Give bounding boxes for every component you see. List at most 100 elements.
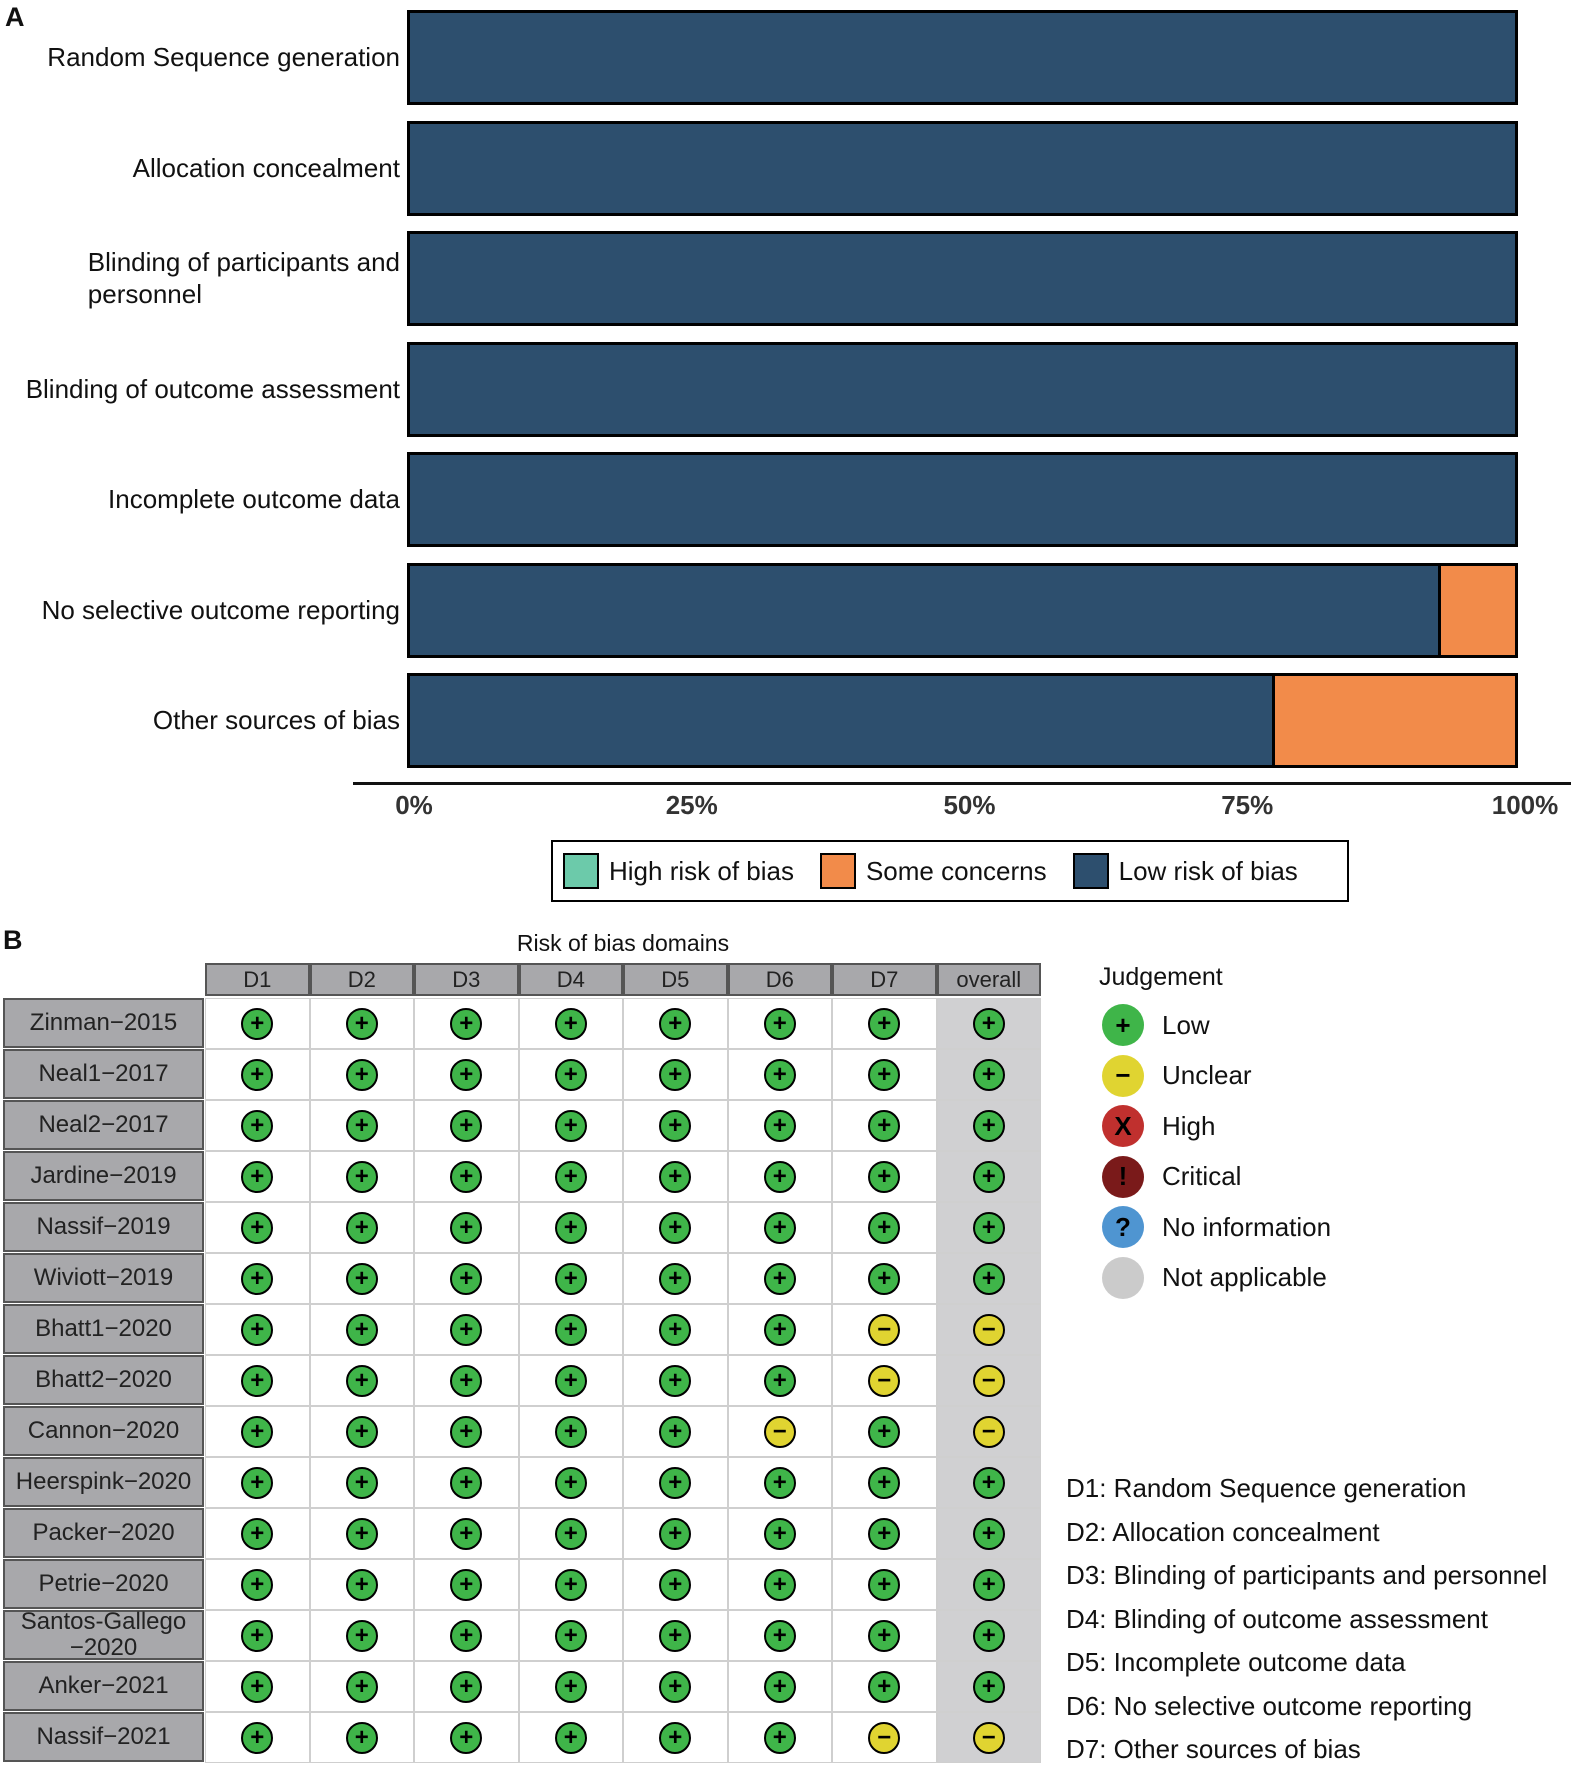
low-risk-icon: + [345, 1364, 378, 1397]
judgement-label: Not applicable [1162, 1262, 1327, 1292]
judgement-cell: + [414, 1457, 519, 1508]
study-label: Heerspink−2020 [3, 1457, 204, 1507]
low-risk-icon: + [345, 1517, 378, 1550]
bar-label-line: Blinding of participants and [87, 247, 400, 277]
low-risk-icon: + [868, 1568, 901, 1601]
judgement-cell: + [518, 1253, 623, 1304]
judgement-cell: + [727, 1712, 832, 1763]
judgement-cell: + [518, 1406, 623, 1457]
low-risk-icon: + [554, 1364, 587, 1397]
low-risk-icon: + [972, 1670, 1005, 1703]
judgement-item: ! Critical [1102, 1155, 1242, 1198]
low-risk-icon: + [659, 1262, 692, 1295]
low-risk-icon: + [450, 1160, 483, 1193]
judgement-cell: + [205, 1712, 310, 1763]
judgement-cell: + [727, 1202, 832, 1253]
judgement-cell: + [518, 1304, 623, 1355]
low-risk-icon: + [554, 1109, 587, 1142]
judgement-cell: + [205, 1457, 310, 1508]
low-risk-icon: + [241, 1517, 274, 1550]
low-risk-icon: + [972, 1466, 1005, 1499]
low-risk-icon: + [763, 1262, 796, 1295]
judgement-cell: + [832, 1100, 937, 1151]
judgement-cell: + [727, 1304, 832, 1355]
bar-label: No selective outcome reporting [42, 594, 400, 626]
judgement-cell: + [623, 1100, 728, 1151]
low-risk-icon: + [345, 1211, 378, 1244]
domain-definition: D3: Blinding of participants and personn… [1066, 1560, 1548, 1590]
low-risk-icon: + [972, 1262, 1005, 1295]
judgement-item: − Unclear [1102, 1054, 1252, 1097]
judgement-cell: − [936, 1355, 1041, 1406]
judgement-cell: + [832, 1406, 937, 1457]
low-risk-icon: + [868, 1160, 901, 1193]
low-risk-icon: + [659, 1313, 692, 1346]
column-header: D3 [414, 963, 519, 996]
judgement-cell: + [623, 1304, 728, 1355]
low-risk-icon: + [868, 1007, 901, 1040]
bar-label-line: personnel [87, 279, 202, 309]
bar-label-line: No selective outcome reporting [41, 594, 400, 625]
judgement-cell: + [309, 1559, 414, 1610]
study-label: Bhatt2−2020 [3, 1355, 204, 1405]
judgement-cell: + [414, 1559, 519, 1610]
low-risk-icon: + [659, 1109, 692, 1142]
judgement-label: Critical [1162, 1161, 1242, 1191]
low-risk-icon: + [345, 1568, 378, 1601]
low-risk-icon: + [241, 1109, 274, 1142]
judgement-cell: + [832, 1151, 937, 1202]
judgement-cell: + [518, 1202, 623, 1253]
low-risk-icon: + [868, 1262, 901, 1295]
judgement-cell: + [936, 1202, 1041, 1253]
judgement-cell: + [518, 1151, 623, 1202]
x-tick-label: 75% [1221, 790, 1274, 820]
low-risk-icon: + [763, 1109, 796, 1142]
low-risk-icon: + [450, 1517, 483, 1550]
study-label: Santos-Gallego −2020 [3, 1609, 204, 1661]
unclear-risk-icon: − [972, 1721, 1005, 1754]
column-header: D2 [309, 963, 414, 996]
study-label: Bhatt1−2020 [3, 1304, 204, 1354]
judgement-cell: − [936, 1712, 1041, 1763]
judgement-cell: + [832, 1457, 937, 1508]
low-risk-icon: + [554, 1058, 587, 1091]
judgement-cell: + [309, 1661, 414, 1712]
x-tick-label: 100% [1491, 790, 1559, 820]
domain-definition: D4: Blinding of outcome assessment [1066, 1603, 1488, 1634]
low-risk-icon: + [659, 1058, 692, 1091]
legend-item: Some concerns [819, 853, 1047, 889]
judgement-cell: + [936, 1610, 1041, 1661]
low-risk-icon: + [345, 1262, 378, 1295]
low-risk-icon: + [763, 1721, 796, 1754]
judgement-critical-icon: ! [1102, 1155, 1144, 1198]
low-risk-icon: + [345, 1058, 378, 1091]
low-risk-icon: + [659, 1007, 692, 1040]
bar-label-line: Incomplete outcome data [108, 484, 400, 514]
study-label: Nassif−2021 [3, 1712, 204, 1762]
unclear-risk-icon: − [972, 1364, 1005, 1397]
bar-label: Allocation concealment [133, 152, 400, 184]
legend-swatch [563, 853, 599, 889]
low-risk-icon: + [241, 1466, 274, 1499]
column-header: D5 [623, 963, 728, 996]
low-risk-icon: + [450, 1568, 483, 1601]
judgement-cell: + [518, 1559, 623, 1610]
low-risk-icon: + [763, 1313, 796, 1346]
low-risk-icon: + [554, 1415, 587, 1448]
judgement-cell: + [205, 1049, 310, 1100]
judgement-cell: − [936, 1406, 1041, 1457]
low-risk-icon: + [868, 1058, 901, 1091]
unclear-risk-icon: − [972, 1313, 1005, 1346]
judgement-cell: + [414, 1508, 519, 1559]
judgement-cell: + [414, 1406, 519, 1457]
low-risk-icon: + [241, 1619, 274, 1652]
judgement-cell: + [623, 1151, 728, 1202]
judgement-cell: + [518, 1508, 623, 1559]
study-label: Neal2−2017 [3, 1100, 204, 1150]
judgement-cell: + [623, 1712, 728, 1763]
judgement-cell: + [414, 1049, 519, 1100]
judgement-cell: + [414, 1304, 519, 1355]
low-risk-icon: + [554, 1211, 587, 1244]
judgement-cell: + [414, 1100, 519, 1151]
low-risk-icon: + [241, 1364, 274, 1397]
